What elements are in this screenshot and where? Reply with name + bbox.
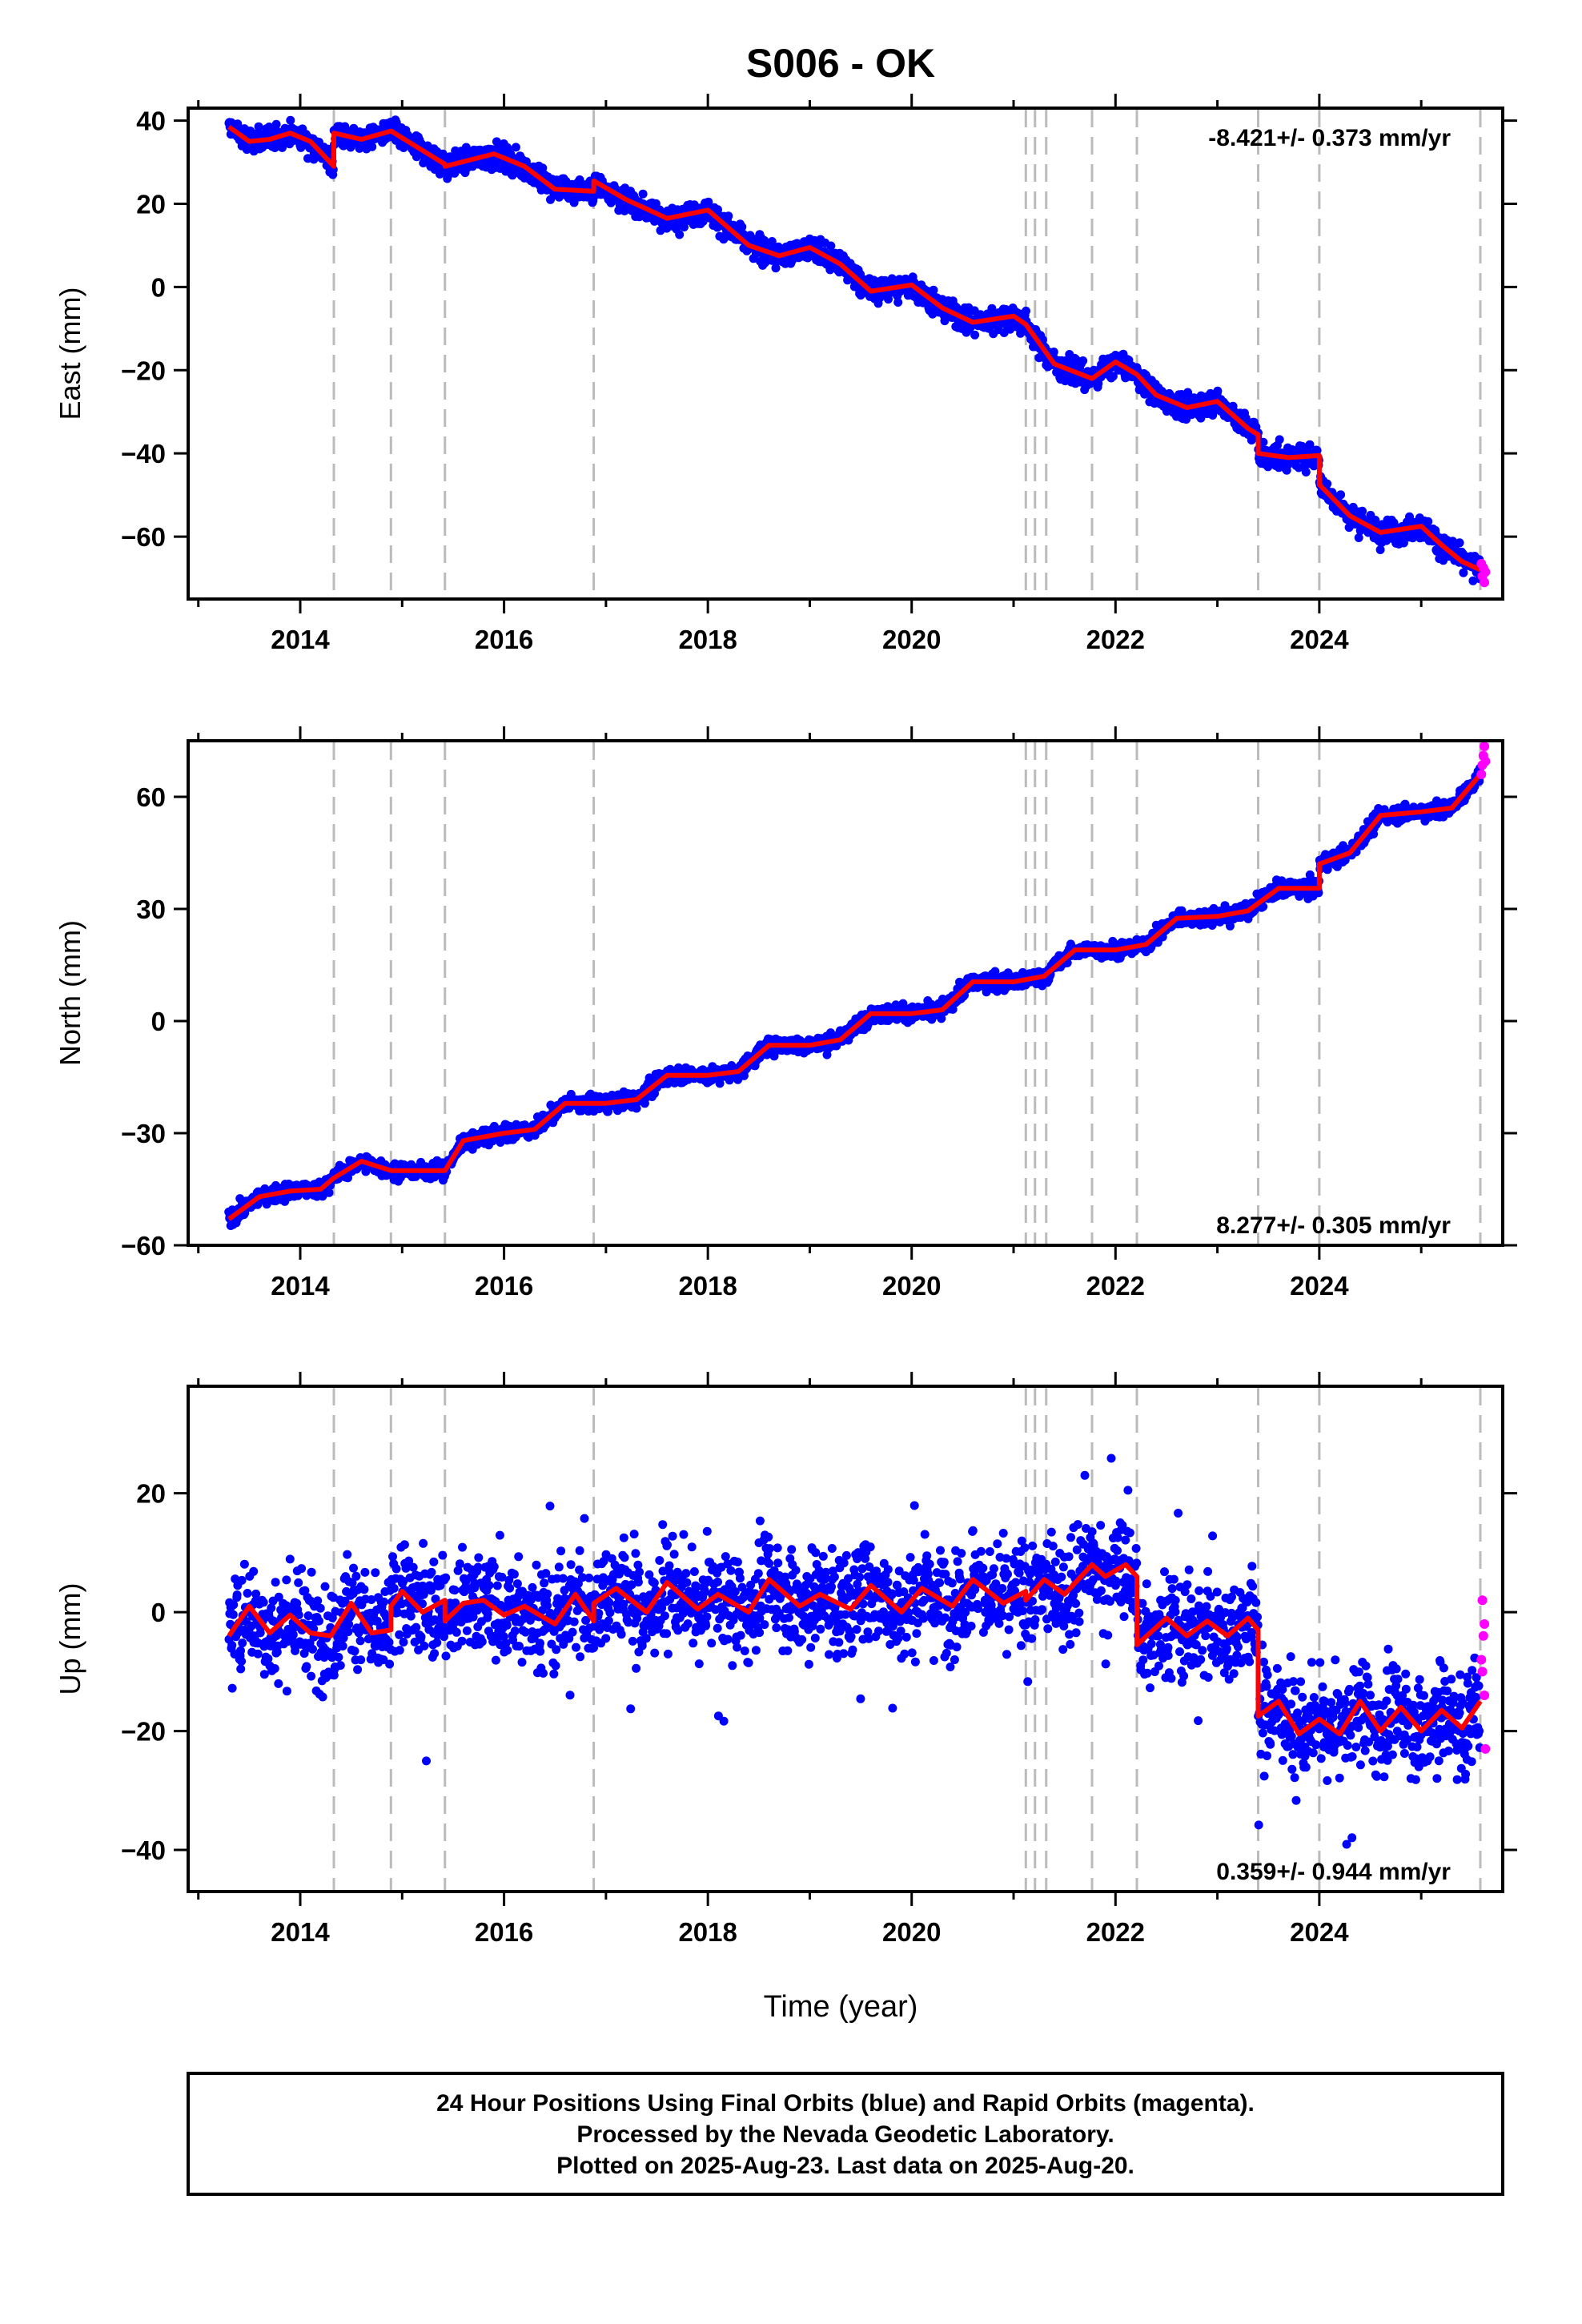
east-point xyxy=(1468,576,1478,585)
east-point xyxy=(1259,437,1268,447)
east-point xyxy=(1312,446,1322,455)
east-panel: 2014 2016 2018 2020 2022 2024 −60 −40 −20 0 20 40 Ea… xyxy=(54,94,1517,654)
east-point xyxy=(1358,506,1367,516)
north-point xyxy=(948,1004,958,1014)
east-x-tick-label: 2018 xyxy=(678,625,737,654)
east-point xyxy=(1459,568,1468,577)
north-panel: 2014 2016 2018 2020 2022 2024−60−3003060North… xyxy=(54,726,1517,1301)
east-x-tick-label: 2016 xyxy=(475,625,533,654)
east-point xyxy=(638,189,648,199)
east-x-tick-label: 2020 xyxy=(882,625,941,654)
east-point xyxy=(233,119,243,129)
east-x-tick-label: 2022 xyxy=(1086,625,1145,654)
east-final-orbit-points xyxy=(224,115,1484,585)
north-point xyxy=(489,1121,499,1131)
east-point xyxy=(1108,372,1118,381)
east-point xyxy=(511,143,520,152)
east-x-tick-label: 2024 xyxy=(1290,625,1349,654)
east-point xyxy=(1213,386,1223,396)
east-y-axis-label: East (mm) xyxy=(54,287,86,420)
east-point xyxy=(1336,490,1346,500)
east-point xyxy=(1371,516,1380,525)
east-point xyxy=(826,241,836,251)
east-point xyxy=(254,122,263,131)
east-point xyxy=(724,211,733,221)
north-point xyxy=(937,1014,946,1023)
north-point xyxy=(324,1188,334,1197)
east-y-tick-label: 40 xyxy=(136,107,166,136)
east-point xyxy=(675,230,685,239)
east-point xyxy=(271,119,281,129)
east-y-tick-label: 0 xyxy=(151,272,166,302)
east-point xyxy=(1016,328,1026,338)
east-point xyxy=(286,115,295,125)
east-point xyxy=(680,223,689,231)
east-x-tick-label: 2014 xyxy=(271,625,330,654)
figure-title: S006 - OK xyxy=(746,41,935,86)
east-rapid-point xyxy=(1480,567,1491,577)
north-final-orbit-points xyxy=(224,763,1484,1230)
east-model-line xyxy=(227,124,1482,573)
east-point xyxy=(1301,468,1311,476)
east-point xyxy=(1196,413,1206,423)
east-point xyxy=(704,197,713,207)
east-point xyxy=(1323,479,1332,489)
east-point xyxy=(1399,538,1408,548)
east-point xyxy=(367,142,377,151)
east-point xyxy=(1022,306,1030,316)
east-point xyxy=(1455,538,1464,548)
east-point xyxy=(771,263,781,273)
east-point xyxy=(1448,537,1457,546)
east-y-tick-label: 20 xyxy=(136,189,166,219)
north-point xyxy=(1259,902,1268,911)
east-rapid-point xyxy=(1480,577,1490,588)
east-point xyxy=(1241,413,1251,423)
east-point xyxy=(737,222,747,231)
east-y-tick-label: −60 xyxy=(121,522,166,552)
east-point xyxy=(1423,517,1433,526)
east-frame xyxy=(187,107,1504,601)
north-point xyxy=(715,1079,725,1088)
east-point xyxy=(970,330,980,340)
east-y-tick-label: −40 xyxy=(121,439,166,468)
east-point xyxy=(1375,545,1385,554)
east-point xyxy=(1049,348,1058,356)
east-y-tick-label: −20 xyxy=(121,356,166,385)
north-point xyxy=(1226,921,1235,931)
east-velocity-label: -8.421+/- 0.373 mm/yr xyxy=(1208,125,1451,151)
east-point xyxy=(1305,440,1315,449)
east-point xyxy=(1275,435,1284,444)
east-point xyxy=(1354,533,1363,542)
east-point xyxy=(1078,356,1088,365)
east-point xyxy=(929,285,938,295)
east-point xyxy=(893,298,903,307)
